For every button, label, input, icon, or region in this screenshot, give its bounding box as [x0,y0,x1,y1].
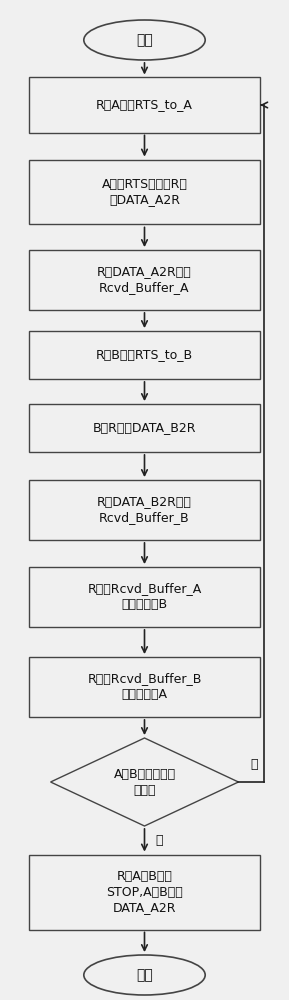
Text: 是: 是 [155,834,163,847]
Text: B向R发送DATA_B2R: B向R发送DATA_B2R [93,422,196,434]
Text: 开始: 开始 [136,33,153,47]
Text: R向A、B发送
STOP,A、B停止
DATA_A2R: R向A、B发送 STOP,A、B停止 DATA_A2R [106,869,183,914]
FancyBboxPatch shape [29,250,260,310]
FancyBboxPatch shape [29,567,260,627]
Text: 否: 否 [250,758,257,770]
Text: R转发Rcvd_Buffer_B
中的数据给A: R转发Rcvd_Buffer_B 中的数据给A [87,672,202,702]
Text: R向B发送RTS_to_B: R向B发送RTS_to_B [96,349,193,361]
Ellipse shape [84,955,205,995]
Text: R向A发送RTS_to_A: R向A发送RTS_to_A [96,99,193,111]
Text: 结束: 结束 [136,968,153,982]
Text: R转发Rcvd_Buffer_A
中的数据给B: R转发Rcvd_Buffer_A 中的数据给B [87,582,202,611]
FancyBboxPatch shape [29,77,260,132]
FancyBboxPatch shape [29,331,260,379]
Polygon shape [51,738,238,826]
Text: A、B全部发完数
据包？: A、B全部发完数 据包？ [114,768,175,796]
Text: R将DATA_A2R存入
Rcvd_Buffer_A: R将DATA_A2R存入 Rcvd_Buffer_A [97,265,192,294]
Ellipse shape [84,20,205,60]
FancyBboxPatch shape [29,159,260,224]
FancyBboxPatch shape [29,657,260,717]
Text: A收到RTS后，向R发
送DATA_A2R: A收到RTS后，向R发 送DATA_A2R [101,178,188,207]
FancyBboxPatch shape [29,480,260,540]
FancyBboxPatch shape [29,404,260,452]
Text: R将DATA_B2R存入
Rcvd_Buffer_B: R将DATA_B2R存入 Rcvd_Buffer_B [97,495,192,524]
FancyBboxPatch shape [29,854,260,930]
